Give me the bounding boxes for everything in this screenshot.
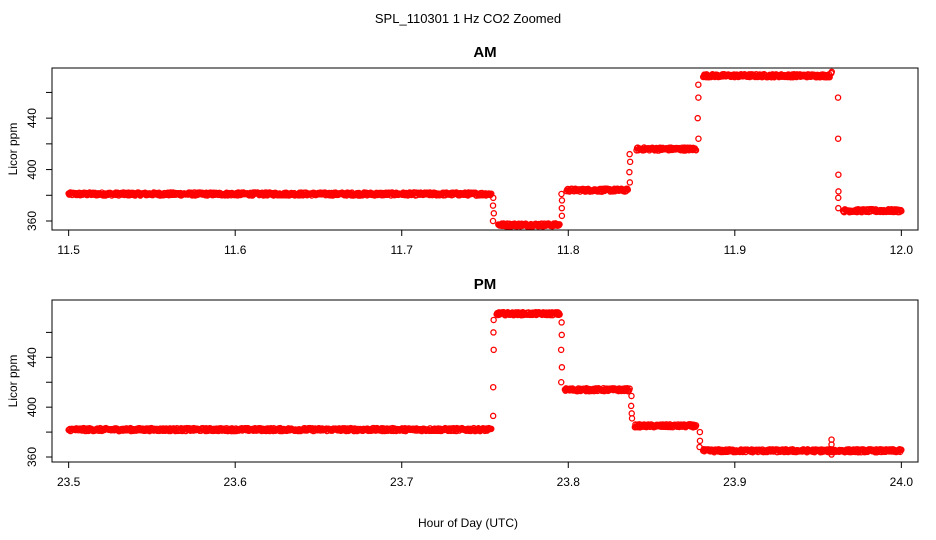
am-data-point	[835, 194, 842, 202]
pm-data-point	[487, 425, 495, 433]
pm-data-point	[558, 364, 566, 371]
am-data-point	[834, 135, 842, 142]
pm-y-tick-label: 360	[25, 447, 39, 467]
am-x-tick-label: 11.8	[557, 243, 580, 257]
pm-data-point	[696, 437, 704, 445]
pm-x-tick-label: 23.8	[557, 475, 581, 489]
pm-plot-area: 23.5 23.6 23.7 23.8 23.9 24.0 360 400 440	[25, 299, 919, 489]
am-data-point	[489, 202, 497, 209]
pm-x-tick-label: 23.6	[224, 475, 248, 489]
pm-ylabel: Licor ppm	[6, 355, 20, 408]
pm-x-tick-label: 23.9	[723, 475, 747, 489]
am-x-tick-label: 11.5	[57, 243, 80, 257]
am-data-point	[626, 150, 633, 158]
pm-data-point	[696, 428, 704, 436]
am-data-point	[490, 210, 498, 217]
am-data-point	[695, 135, 702, 142]
am-x-tick-label: 11.9	[724, 243, 747, 257]
am-data-point	[692, 146, 700, 154]
pm-data-point	[490, 316, 497, 324]
pm-data-point	[558, 319, 565, 326]
am-data-point	[558, 190, 565, 198]
pm-x-tick-label: 23.5	[57, 475, 81, 489]
am-data-point	[558, 197, 566, 204]
am-y-tick-label: 400	[25, 159, 39, 179]
pm-data-point	[828, 451, 835, 458]
pm-x-tick-label: 24.0	[890, 475, 914, 489]
am-data-point	[490, 194, 497, 202]
am-data-point	[694, 114, 701, 122]
pm-data-point	[828, 441, 835, 448]
am-data-point	[834, 94, 842, 101]
am-data-point	[626, 158, 634, 166]
pm-data-point	[692, 422, 700, 429]
figure-suptitle: SPL_110301 1 Hz CO2 Zoomed	[375, 11, 561, 26]
am-data-point	[835, 204, 842, 212]
am-y-tick-label: 440	[25, 108, 39, 128]
pm-data-point	[627, 402, 635, 410]
pm-plot-frame	[51, 299, 919, 463]
am-data-point	[695, 81, 702, 88]
am-data-point	[489, 217, 497, 225]
am-data-point	[695, 94, 702, 101]
am-x-tick-label: 12.0	[890, 243, 914, 257]
am-x-tick-label: 11.6	[224, 243, 247, 257]
am-y-tick-label: 360	[25, 211, 39, 231]
pm-data-points	[65, 308, 905, 458]
pm-data-point	[489, 383, 497, 391]
pm-y-tick-label: 400	[25, 397, 39, 417]
am-ylabel: Licor ppm	[6, 123, 20, 176]
pm-x-tick-label: 23.7	[390, 475, 414, 489]
am-data-point	[556, 221, 563, 228]
pm-data-point	[628, 392, 635, 400]
am-data-point	[835, 188, 842, 195]
pm-data-point	[558, 331, 566, 339]
pm-panel: PM Licor ppm 23.5 23.6 23.7 23.8 23.9 24.0 360…	[6, 276, 919, 489]
pm-data-point	[490, 329, 497, 336]
pm-data-point	[898, 446, 905, 454]
am-data-point	[626, 179, 634, 186]
pm-data-point	[557, 378, 565, 386]
am-title: AM	[473, 44, 496, 61]
pm-data-point	[556, 311, 563, 318]
am-data-point	[624, 186, 632, 193]
am-data-point	[898, 207, 905, 215]
am-data-points	[65, 68, 905, 230]
pm-data-point	[626, 385, 633, 392]
am-data-point	[626, 168, 633, 176]
pm-data-point	[489, 412, 497, 420]
am-panel: AM Licor ppm 11.5 11.6 11.7 11.8 11.9 12.0 360…	[6, 44, 919, 257]
am-data-point	[558, 204, 566, 212]
am-data-point	[828, 69, 835, 77]
pm-data-point	[628, 415, 636, 422]
am-x-tick-label: 11.7	[390, 243, 413, 257]
am-data-point	[558, 212, 566, 220]
am-data-point	[835, 171, 842, 178]
pm-data-point	[490, 346, 497, 354]
pm-title: PM	[474, 276, 497, 293]
am-plot-area: 11.5 11.6 11.7 11.8 11.9 12.0 360 400 440	[25, 67, 919, 257]
pm-data-point	[696, 443, 703, 451]
x-axis-label: Hour of Day (UTC)	[418, 516, 518, 530]
pm-data-point	[557, 346, 565, 354]
pm-y-tick-label: 440	[25, 347, 39, 367]
am-plot-frame	[51, 67, 919, 231]
